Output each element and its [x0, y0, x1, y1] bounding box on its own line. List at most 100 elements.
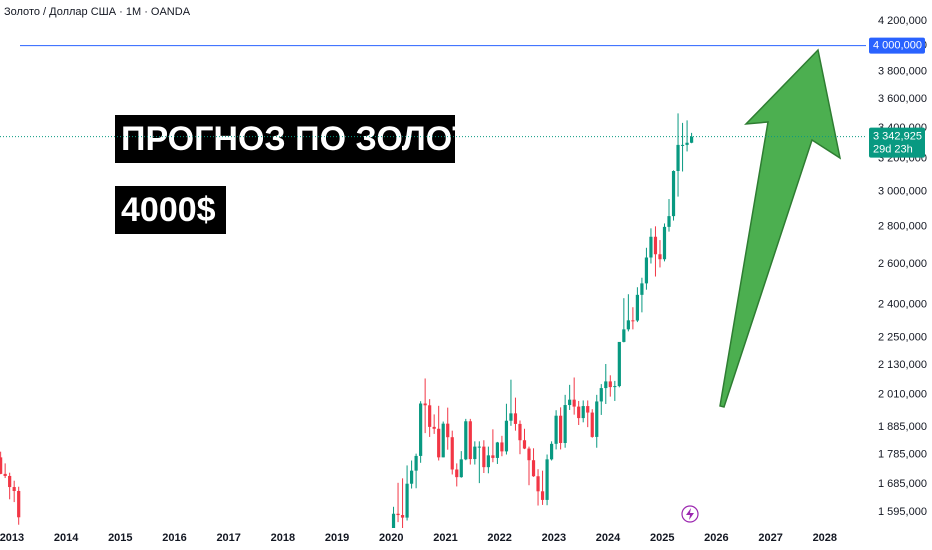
candle-body — [671, 170, 676, 217]
chart-title: Золото / Доллар США · 1M · OANDA — [4, 6, 191, 18]
candle-body — [680, 144, 685, 146]
candle-body — [595, 401, 599, 437]
candle-body — [450, 437, 454, 470]
candle-body — [586, 406, 590, 413]
candle-body — [568, 399, 572, 406]
candle-body — [8, 475, 12, 488]
candle-body — [549, 443, 554, 460]
current-price-label: 3 342,925 — [873, 131, 922, 143]
candle-body — [396, 513, 400, 516]
y-tick-label: 2 130,000 — [878, 359, 927, 371]
candle-body — [626, 320, 630, 330]
candle-body — [622, 329, 626, 342]
y-tick-label: 3 000,000 — [878, 185, 927, 197]
candle-body — [563, 405, 567, 443]
candle-body — [590, 412, 594, 437]
y-tick-label: 2 400,000 — [878, 299, 927, 311]
x-tick-label: 2021 — [433, 532, 457, 544]
candle-body — [473, 446, 477, 460]
x-tick-label: 2020 — [379, 532, 403, 544]
x-tick-label: 2014 — [54, 532, 79, 544]
y-tick-label: 2 250,000 — [878, 331, 927, 343]
x-tick-label: 2028 — [813, 532, 837, 544]
candle-body — [17, 490, 21, 518]
y-tick-label: 4 200,000 — [878, 15, 927, 27]
candle-body — [540, 491, 545, 500]
candle-body — [509, 413, 513, 421]
countdown-label: 29d 23h — [873, 144, 913, 156]
candle-body — [635, 294, 639, 321]
arrow — [719, 48, 842, 408]
candle-body — [409, 470, 414, 484]
candle-body — [423, 403, 427, 406]
candle-body — [640, 283, 644, 295]
candle-body — [581, 406, 585, 419]
candle-body — [527, 448, 531, 461]
candle-body — [459, 459, 463, 478]
candle-body — [432, 426, 436, 429]
candle-body — [504, 420, 509, 452]
candle-body — [513, 413, 518, 424]
candle-body — [3, 473, 7, 476]
candle-body — [0, 457, 3, 474]
candle-body — [667, 216, 671, 227]
candle-body — [554, 415, 558, 444]
y-tick-label: 1 685,000 — [878, 478, 927, 490]
x-tick-label: 2017 — [216, 532, 240, 544]
candle-body — [689, 136, 694, 143]
y-tick-label: 2 010,000 — [878, 388, 927, 400]
candle-body — [414, 455, 418, 471]
y-tick-label: 1 595,000 — [878, 506, 927, 518]
candle-body — [531, 460, 536, 477]
y-tick-label: 1 885,000 — [878, 421, 927, 433]
candle-body — [477, 446, 481, 448]
x-tick-label: 2015 — [108, 532, 132, 544]
candle-body — [631, 320, 635, 322]
y-tick-label: 2 600,000 — [878, 258, 927, 270]
candle-body — [653, 236, 658, 255]
candle-body — [12, 487, 16, 491]
candle-body — [662, 226, 667, 260]
candle-body — [437, 428, 441, 458]
y-tick-label: 1 785,000 — [878, 449, 927, 461]
candle-body — [518, 423, 522, 441]
candle-body — [522, 440, 527, 449]
candle-body — [572, 399, 576, 407]
x-tick-label: 2026 — [704, 532, 728, 544]
candle-body — [577, 406, 581, 419]
x-tick-label: 2019 — [325, 532, 349, 544]
candle-body — [500, 442, 504, 452]
candle-body — [676, 144, 680, 171]
annotation-box — [115, 186, 226, 234]
x-tick-label: 2024 — [596, 532, 621, 544]
candles — [0, 113, 694, 528]
annotation: ПРОГНОЗ ПО ЗОЛОТУ — [121, 120, 495, 158]
candle-body — [486, 455, 490, 468]
x-tick-label: 2018 — [271, 532, 295, 544]
x-tick-label: 2016 — [162, 532, 186, 544]
target-label-box — [869, 37, 925, 54]
x-tick-label: 2025 — [650, 532, 674, 544]
candle-body — [468, 421, 472, 460]
current-price-box — [869, 127, 925, 158]
candle-body — [491, 455, 495, 458]
candle-body — [495, 442, 499, 458]
x-tick-label: 2027 — [758, 532, 782, 544]
candle-body — [604, 381, 608, 389]
candle-body — [559, 415, 563, 443]
candle-body — [545, 459, 549, 500]
y-tick-label: 3 800,000 — [878, 66, 927, 78]
candle-body — [391, 513, 396, 528]
y-tick-label: 3 600,000 — [878, 93, 927, 105]
x-tick-label: 2023 — [542, 532, 566, 544]
candle-body — [482, 446, 486, 468]
x-tick-label: 2022 — [487, 532, 511, 544]
candle-body — [441, 423, 445, 458]
y-tick-label: 2 800,000 — [878, 220, 927, 232]
candle-body — [419, 403, 423, 456]
candle-body — [649, 236, 653, 258]
candle-body — [464, 421, 468, 460]
x-tick-label: 2013 — [0, 532, 24, 544]
candle-body — [644, 257, 649, 284]
